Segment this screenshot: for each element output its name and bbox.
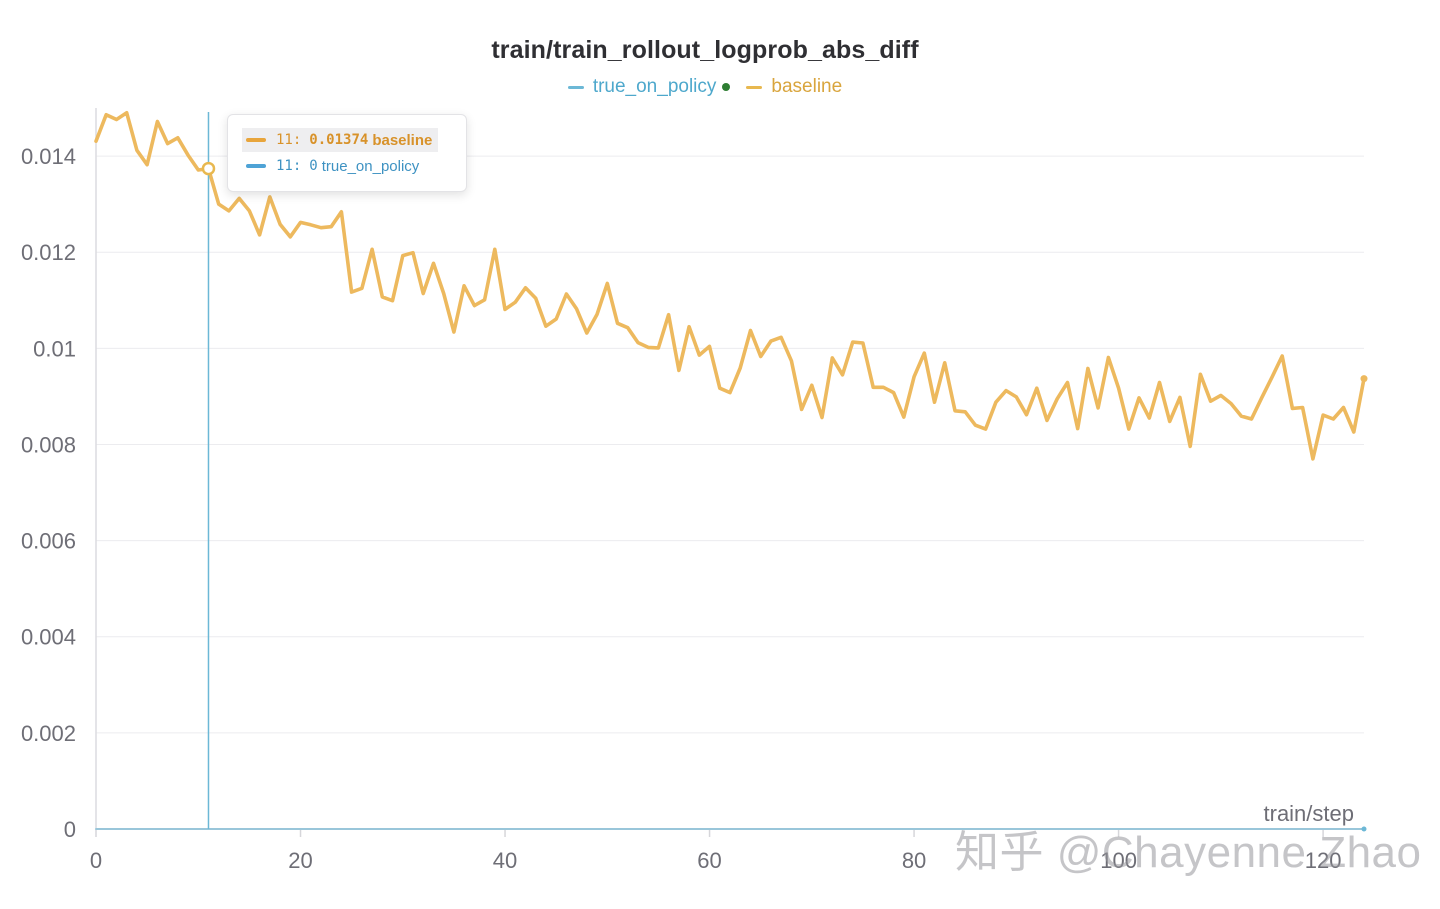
x-tick-label: 0 [90,848,102,873]
hover-point-marker [201,161,216,176]
y-tick-label: 0.014 [21,144,76,169]
tooltip-series-name: baseline [372,131,433,149]
y-axis-ticks: 0 0.002 0.004 0.006 0.008 0.01 0.012 0.014 [21,144,76,842]
series-layer [94,111,1368,832]
tooltip-swatch-icon [246,164,266,168]
watermark: 知乎 @Chayenne Zhao [955,828,1422,877]
series-end-point [1360,375,1368,383]
y-tick-label: 0.006 [21,529,76,554]
tooltip-value: 0.01374 [309,132,369,148]
legend-item-true-on-policy[interactable]: true_on_policy [567,76,731,98]
tooltip-value: 0 [309,158,318,174]
series-end-point [1361,826,1367,832]
legend-item-baseline[interactable]: baseline [746,76,842,98]
hover-tooltip: 11: 0.01374 baseline 11: 0 true_on_polic… [227,114,467,192]
x-axis-title: train/step [1264,801,1355,826]
tooltip-row-true-on-policy: 11: 0 true_on_policy [246,154,425,178]
x-tick-label: 80 [902,848,926,873]
y-tick-label: 0 [64,817,76,842]
legend: true_on_policy baseline [0,76,1410,98]
chart-title: train/train_rollout_logprob_abs_diff [491,36,919,64]
x-axis-ticks: 0 20 40 60 80 100 120 [90,829,1342,873]
tooltip-step: 11: [276,158,302,174]
legend-swatch-icon [567,85,584,89]
x-tick-label: 20 [288,848,312,873]
x-tick-label: 60 [697,848,721,873]
y-tick-label: 0.012 [21,240,76,265]
x-tick-label: 100 [1100,848,1137,873]
y-tick-label: 0.01 [33,336,76,361]
y-tick-label: 0.002 [21,721,76,746]
x-tick-label: 120 [1305,848,1342,873]
x-tick-label: 40 [493,848,517,873]
grid-lines [96,155,1364,734]
y-tick-label: 0.008 [21,432,76,457]
tooltip-swatch-icon [246,138,266,142]
legend-label: true_on_policy [592,76,717,97]
series-line-baseline [94,111,1366,461]
y-tick-label: 0.004 [21,625,76,650]
tooltip-series-name: true_on_policy [321,157,420,175]
active-dot-icon [722,83,731,91]
tooltip-step: 11: [276,132,302,148]
tooltip-row-baseline: 11: 0.01374 baseline [242,128,439,152]
legend-label: baseline [771,76,843,97]
legend-swatch-icon [746,85,763,89]
